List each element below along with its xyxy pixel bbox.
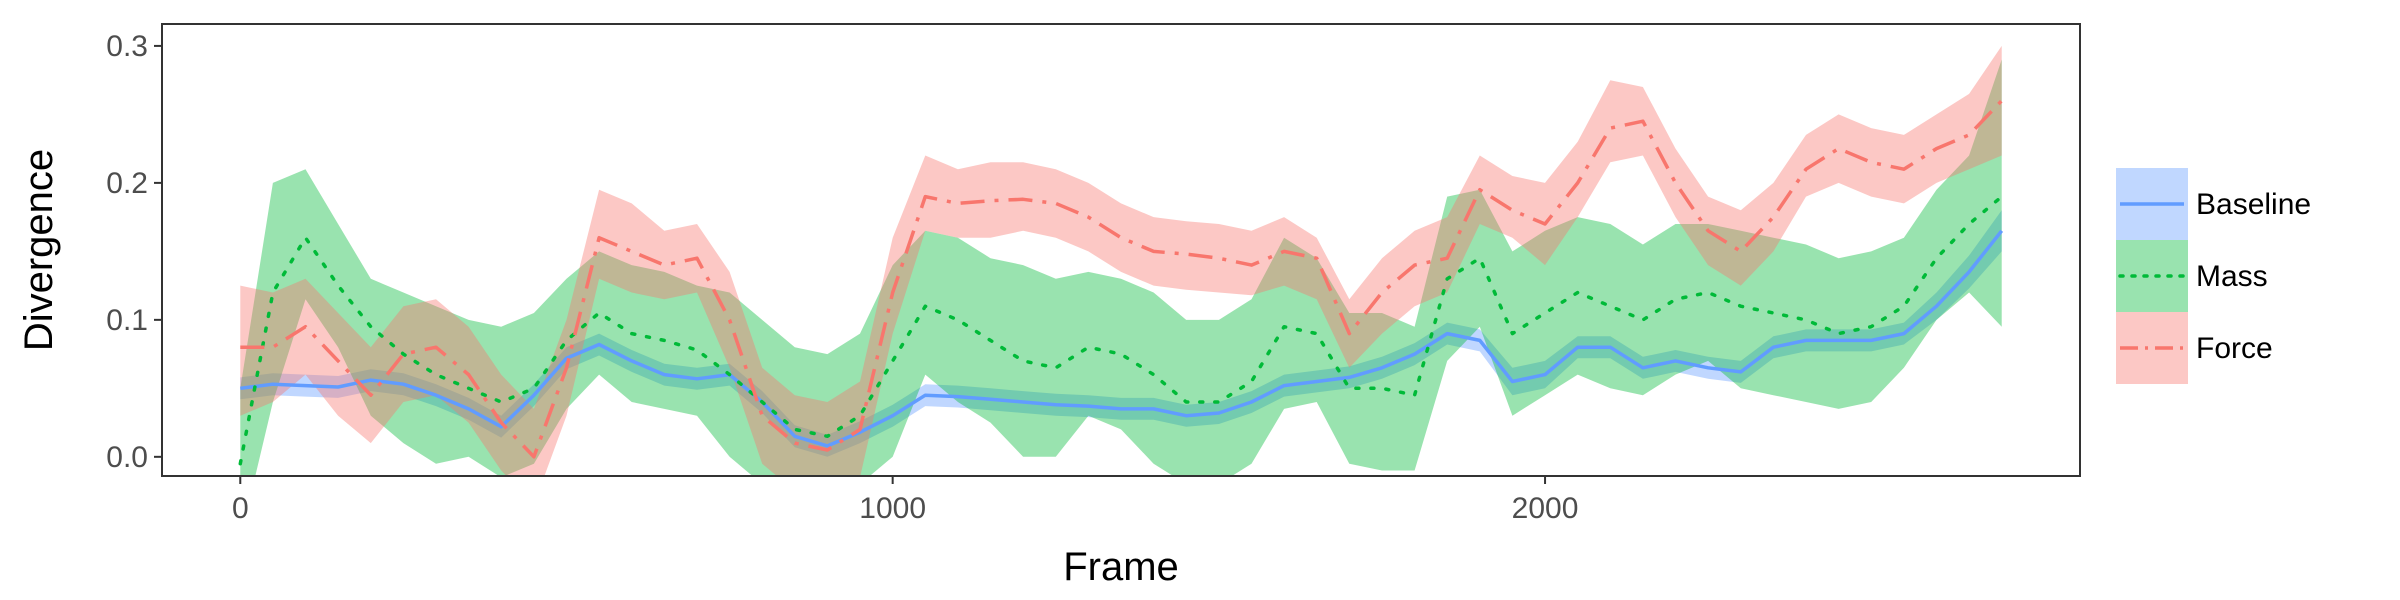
plot-panel-border xyxy=(161,23,2081,477)
series-lines xyxy=(238,99,2004,466)
y-axis-title: Divergence xyxy=(17,149,61,351)
legend-label-force: Force xyxy=(2196,332,2273,365)
legend-item-baseline: Baseline xyxy=(2116,168,2311,240)
mass-confidence-band xyxy=(240,59,2002,476)
x-tick-label: 2000 xyxy=(1512,492,1579,525)
legend: Baseline Mass Force xyxy=(2116,168,2311,384)
legend-item-mass: Mass xyxy=(2116,240,2268,312)
y-tick-label: 0.2 xyxy=(106,167,148,200)
legend-item-force: Force xyxy=(2116,312,2273,384)
force-confidence-band xyxy=(240,45,2002,476)
force-series-line xyxy=(240,99,2003,459)
y-tick-label: 0.3 xyxy=(106,30,148,63)
legend-label-mass: Mass xyxy=(2196,260,2268,293)
x-tick-label: 1000 xyxy=(859,492,926,525)
plot-background xyxy=(162,24,2080,476)
x-axis-title: Frame xyxy=(1063,545,1179,589)
y-axis: 0.0 0.1 0.2 0.3 xyxy=(106,30,162,474)
x-axis: 0 1000 2000 xyxy=(232,476,1578,525)
y-tick-label: 0.0 xyxy=(106,441,148,474)
y-tick-label: 0.1 xyxy=(106,304,148,337)
x-tick-label: 0 xyxy=(232,492,249,525)
legend-label-baseline: Baseline xyxy=(2196,188,2311,221)
legend-key-mass xyxy=(2116,240,2188,312)
baseline-series-line xyxy=(240,229,2004,448)
